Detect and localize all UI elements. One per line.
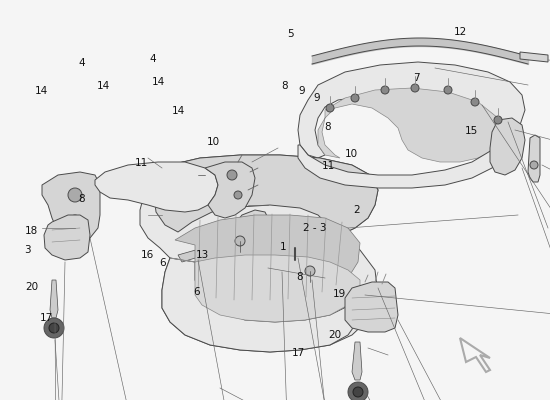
Text: 16: 16: [141, 250, 154, 260]
Text: 13: 13: [196, 250, 209, 260]
Text: 11: 11: [135, 158, 149, 168]
Text: 4: 4: [78, 58, 85, 68]
Polygon shape: [245, 250, 298, 268]
Polygon shape: [152, 155, 378, 235]
Ellipse shape: [269, 253, 291, 263]
Circle shape: [234, 191, 242, 199]
Text: 1: 1: [280, 242, 287, 252]
Circle shape: [68, 188, 82, 202]
Circle shape: [494, 116, 502, 124]
Circle shape: [49, 323, 59, 333]
Text: 19: 19: [333, 289, 346, 299]
Polygon shape: [235, 210, 270, 265]
Text: 14: 14: [172, 106, 185, 116]
Polygon shape: [520, 52, 548, 62]
Circle shape: [444, 86, 452, 94]
Text: 6: 6: [159, 258, 166, 268]
Text: 14: 14: [152, 77, 165, 87]
Polygon shape: [298, 138, 502, 188]
Circle shape: [326, 104, 334, 112]
Polygon shape: [490, 118, 525, 175]
Polygon shape: [352, 342, 362, 380]
Circle shape: [305, 266, 315, 276]
Text: 5: 5: [287, 29, 294, 39]
Polygon shape: [345, 282, 398, 332]
Text: 8: 8: [296, 272, 303, 282]
Polygon shape: [178, 238, 242, 262]
Text: 8: 8: [78, 194, 85, 204]
Text: 8: 8: [282, 81, 288, 91]
Circle shape: [411, 84, 419, 92]
Text: 10: 10: [207, 137, 220, 147]
Circle shape: [530, 161, 538, 169]
Text: 10: 10: [344, 149, 358, 159]
Text: 7: 7: [414, 73, 420, 83]
Text: 9: 9: [298, 86, 305, 96]
Polygon shape: [50, 280, 58, 318]
Circle shape: [381, 86, 389, 94]
Circle shape: [227, 170, 237, 180]
Circle shape: [348, 382, 368, 400]
Circle shape: [70, 215, 80, 225]
Text: 14: 14: [35, 86, 48, 96]
Polygon shape: [175, 215, 360, 300]
Text: 11: 11: [322, 161, 335, 171]
Text: 4: 4: [150, 54, 156, 64]
Polygon shape: [162, 258, 360, 352]
Polygon shape: [242, 268, 312, 295]
Polygon shape: [44, 215, 90, 260]
Polygon shape: [140, 155, 378, 352]
Polygon shape: [318, 88, 502, 162]
Polygon shape: [42, 172, 100, 242]
Polygon shape: [298, 62, 525, 158]
Circle shape: [471, 98, 479, 106]
Text: 20: 20: [25, 282, 39, 292]
Text: 8: 8: [324, 122, 331, 132]
Circle shape: [44, 318, 64, 338]
Text: 12: 12: [454, 27, 467, 37]
Text: 3: 3: [24, 245, 31, 255]
Text: 18: 18: [25, 226, 39, 236]
Polygon shape: [460, 338, 490, 372]
Circle shape: [353, 387, 363, 397]
Text: 20: 20: [328, 330, 341, 340]
Text: 17: 17: [292, 348, 305, 358]
Polygon shape: [95, 162, 218, 212]
Ellipse shape: [289, 250, 311, 260]
Polygon shape: [170, 255, 360, 322]
Text: 15: 15: [465, 126, 478, 136]
Circle shape: [351, 94, 359, 102]
Polygon shape: [205, 162, 255, 218]
Text: 17: 17: [40, 313, 53, 323]
Text: 9: 9: [313, 93, 320, 103]
Text: 6: 6: [194, 287, 200, 297]
Text: 14: 14: [97, 81, 110, 91]
Circle shape: [235, 236, 245, 246]
Polygon shape: [528, 135, 540, 182]
Text: 2 - 3: 2 - 3: [303, 223, 326, 233]
Text: 2: 2: [353, 205, 360, 215]
